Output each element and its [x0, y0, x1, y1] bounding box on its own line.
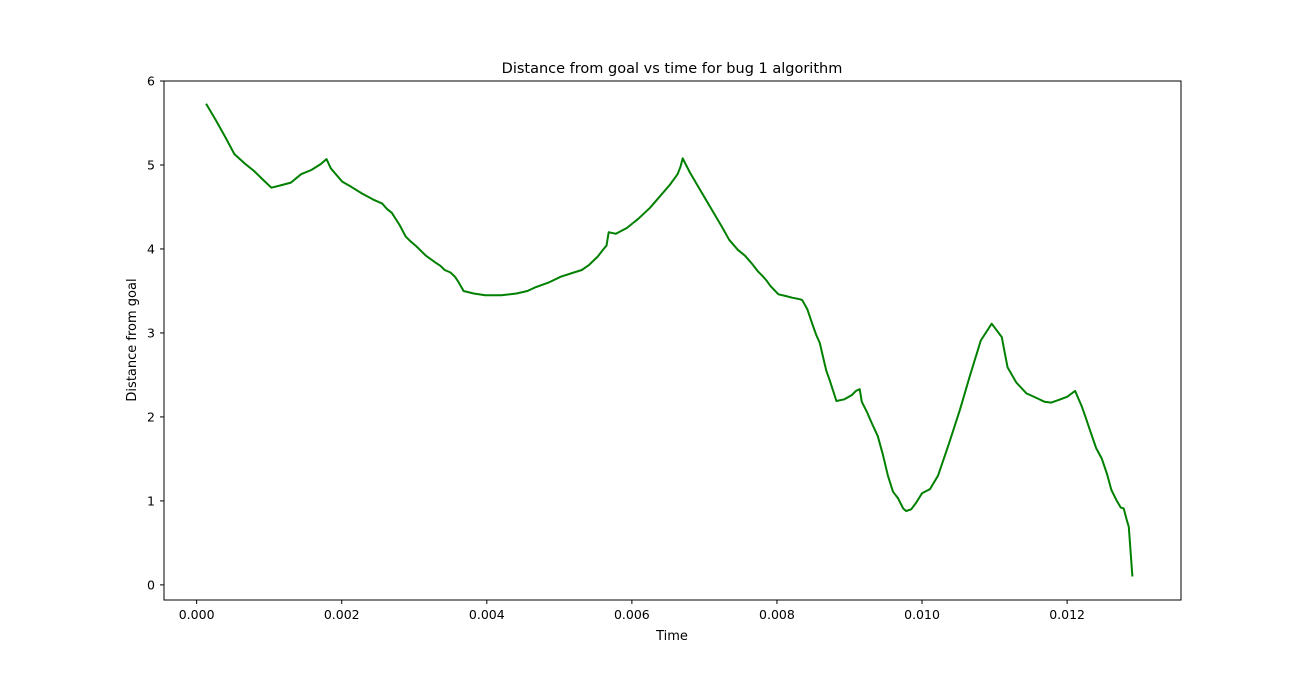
x-tick-label: 0.012	[1049, 607, 1085, 622]
x-tick-label: 0.010	[904, 607, 940, 622]
y-axis-label: Distance from goal	[125, 278, 140, 401]
x-tick-label: 0.008	[759, 607, 795, 622]
plot-area-frame	[163, 80, 1182, 601]
ticks-layer: 0.000 0.002 0.004 0.006 0.008 0.010 0.012 0 1 2 3 4…	[147, 74, 1085, 623]
y-tick-label: 6	[147, 74, 155, 89]
y-tick-label: 2	[147, 409, 155, 424]
series-line-distance	[205, 103, 1134, 577]
y-tick-label: 5	[147, 157, 155, 172]
chart-title: Distance from goal vs time for bug 1 alg…	[502, 61, 843, 77]
y-tick-label: 3	[147, 325, 155, 340]
y-tick-label: 1	[147, 493, 155, 508]
x-tick-label: 0.000	[179, 607, 215, 622]
x-axis-label: Time	[655, 629, 688, 644]
y-tick-label: 4	[147, 241, 155, 256]
x-tick-label: 0.002	[324, 607, 360, 622]
y-tick-label: 0	[147, 577, 155, 592]
x-tick-label: 0.004	[469, 607, 505, 622]
x-tick-label: 0.006	[614, 607, 650, 622]
